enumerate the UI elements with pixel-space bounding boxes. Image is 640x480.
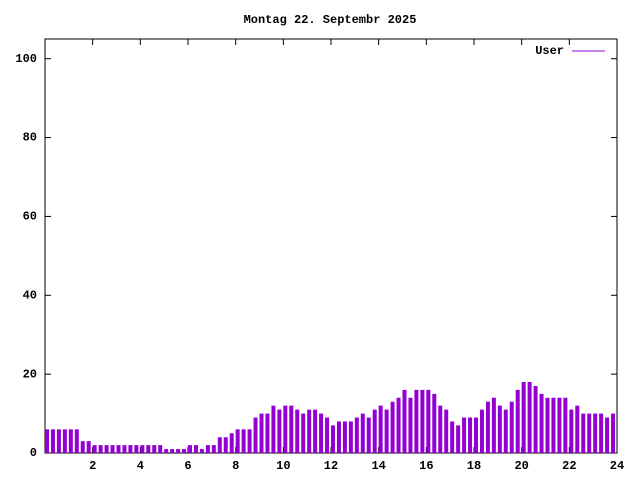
legend-label: User	[535, 44, 564, 58]
y-tick-label: 40	[23, 288, 37, 302]
x-tick-label: 4	[137, 459, 144, 473]
y-tick-label: 60	[23, 210, 37, 224]
x-tick-label: 24	[610, 459, 624, 473]
x-tick-label: 16	[419, 459, 433, 473]
x-tick-label: 10	[276, 459, 290, 473]
y-tick-label: 0	[30, 446, 37, 460]
x-tick-label: 14	[371, 459, 385, 473]
chart-title: Montag 22. Septembr 2025	[244, 13, 417, 27]
x-tick-label: 22	[562, 459, 576, 473]
y-tick-label: 100	[15, 52, 37, 66]
x-tick-label: 20	[514, 459, 528, 473]
y-tick-label: 20	[23, 367, 37, 381]
x-tick-label: 18	[467, 459, 481, 473]
x-tick-label: 6	[184, 459, 191, 473]
y-tick-label: 80	[23, 131, 37, 145]
x-tick-label: 12	[324, 459, 338, 473]
x-tick-label: 8	[232, 459, 239, 473]
x-tick-label: 2	[89, 459, 96, 473]
